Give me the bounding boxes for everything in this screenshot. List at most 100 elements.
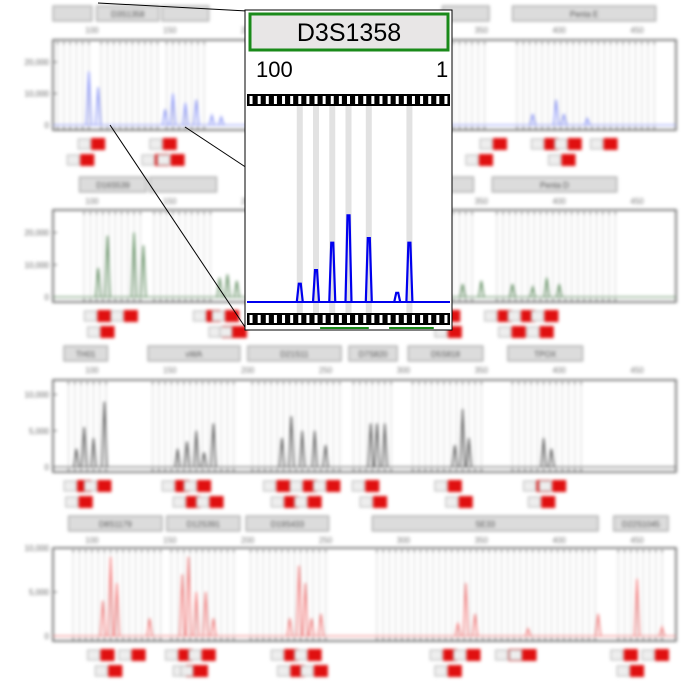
inset-tick-gap: [306, 315, 310, 323]
marker-box[interactable]: [247, 345, 342, 362]
bin-dot: [511, 469, 514, 471]
marker-box[interactable]: [96, 5, 160, 22]
marker-box[interactable]: [491, 176, 618, 193]
marker-box[interactable]: [407, 345, 484, 362]
trace-peak: [107, 556, 114, 637]
allele-call[interactable]: [162, 138, 177, 150]
allele-call[interactable]: [561, 154, 576, 166]
allele-call[interactable]: [100, 326, 115, 338]
allele-call[interactable]: [131, 649, 146, 661]
allele-call[interactable]: [170, 154, 185, 166]
bin-dot: [182, 638, 185, 640]
marker-box[interactable]: [371, 515, 599, 532]
allele-call[interactable]: [225, 310, 240, 322]
allele-label-box: [66, 154, 80, 166]
marker-box[interactable]: [245, 515, 330, 532]
allele-call[interactable]: [193, 665, 208, 677]
allele-call[interactable]: [307, 496, 322, 508]
marker-box[interactable]: [147, 345, 241, 362]
allele-call[interactable]: [276, 480, 291, 492]
y-tick-label: 0: [45, 463, 50, 472]
bin-dot: [319, 469, 322, 471]
inset-tick-gap: [257, 96, 261, 104]
inset-marker-box[interactable]: [248, 12, 450, 52]
inset-tick-gap: [355, 315, 359, 323]
bin-dot: [159, 212, 162, 214]
bin-dot: [562, 638, 565, 640]
marker-box[interactable]: [348, 345, 398, 362]
allele-call[interactable]: [458, 496, 473, 508]
allele-call[interactable]: [97, 480, 112, 492]
allele-call[interactable]: [313, 665, 328, 677]
allele-call[interactable]: [209, 496, 224, 508]
allele-call[interactable]: [623, 649, 638, 661]
bin-dot: [603, 42, 606, 44]
bin-dot: [452, 42, 455, 44]
bin-dot: [176, 638, 179, 640]
bin-dot: [623, 550, 626, 552]
allele-call[interactable]: [97, 310, 112, 322]
bin-dot: [587, 550, 590, 552]
bin-dot: [196, 127, 199, 129]
marker-box[interactable]: [63, 345, 109, 362]
allele-call[interactable]: [466, 649, 481, 661]
allele-call[interactable]: [552, 480, 567, 492]
inset-tick-gap: [273, 315, 277, 323]
allele-call[interactable]: [197, 480, 212, 492]
allele-call[interactable]: [78, 496, 93, 508]
allele-call[interactable]: [365, 480, 380, 492]
bin-dot: [263, 382, 266, 384]
allele-call[interactable]: [539, 326, 554, 338]
allele-call[interactable]: [654, 649, 669, 661]
bin-dot: [578, 127, 581, 129]
trace-peak: [85, 71, 93, 126]
marker-box[interactable]: [613, 515, 669, 532]
inset-tick-gap: [265, 315, 269, 323]
allele-call[interactable]: [232, 326, 247, 338]
allele-call[interactable]: [80, 154, 95, 166]
bin-dot: [436, 382, 439, 384]
marker-box[interactable]: [52, 5, 93, 22]
bin-dot: [584, 127, 587, 129]
allele-call[interactable]: [307, 649, 322, 661]
marker-box[interactable]: [161, 5, 210, 22]
bin-dot: [256, 638, 259, 640]
marker-label: D5S818: [431, 350, 460, 359]
bin-dot: [176, 550, 179, 552]
allele-call[interactable]: [447, 665, 462, 677]
bin-dot: [565, 127, 568, 129]
allele-call[interactable]: [567, 138, 582, 150]
allele-call[interactable]: [522, 649, 537, 661]
bin-dot: [537, 638, 540, 640]
allele-call[interactable]: [100, 649, 115, 661]
allele-call[interactable]: [201, 649, 216, 661]
panel-4: D8S1179 D12S391 D19S433 SE33 D22S1045 100 150 2…: [25, 515, 677, 677]
marker-box[interactable]: [166, 515, 241, 532]
inset-tick-gap: [387, 96, 391, 104]
bin-dot: [609, 42, 612, 44]
marker-label: SE33: [475, 520, 495, 529]
allele-call[interactable]: [493, 138, 508, 150]
marker-box[interactable]: [78, 176, 147, 193]
inset-peak: [344, 214, 353, 303]
bin-dot: [544, 638, 547, 640]
marker-box[interactable]: [68, 515, 163, 532]
allele-call[interactable]: [91, 138, 106, 150]
allele-call[interactable]: [603, 138, 618, 150]
allele-label-box: [445, 496, 459, 508]
marker-box[interactable]: [507, 345, 584, 362]
allele-call[interactable]: [326, 480, 341, 492]
allele-call[interactable]: [123, 310, 138, 322]
allele-call[interactable]: [447, 480, 462, 492]
allele-call[interactable]: [630, 665, 645, 677]
inset-tick-gap: [436, 315, 440, 323]
allele-call[interactable]: [108, 665, 123, 677]
allele-call[interactable]: [511, 326, 526, 338]
allele-call[interactable]: [373, 496, 388, 508]
marker-box[interactable]: [511, 5, 657, 22]
marker-box[interactable]: [149, 176, 218, 193]
allele-call[interactable]: [541, 496, 556, 508]
bin-dot: [126, 212, 129, 214]
allele-call[interactable]: [478, 154, 493, 166]
allele-call[interactable]: [544, 310, 559, 322]
